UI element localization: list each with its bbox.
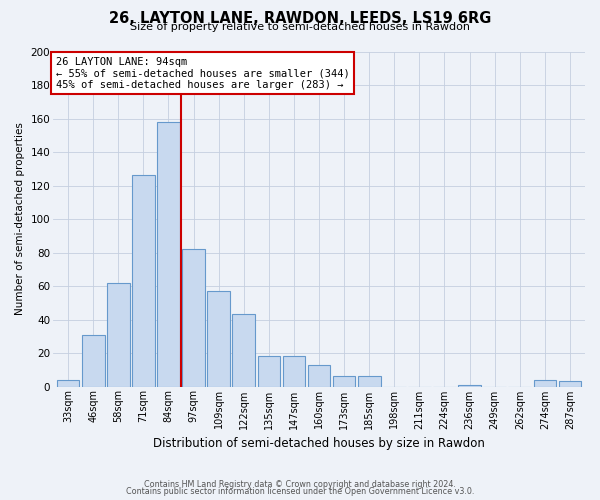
Bar	[257, 356, 280, 386]
Text: Contains public sector information licensed under the Open Government Licence v3: Contains public sector information licen…	[126, 487, 474, 496]
Bar	[358, 376, 380, 386]
Text: 26, LAYTON LANE, RAWDON, LEEDS, LS19 6RG: 26, LAYTON LANE, RAWDON, LEEDS, LS19 6RG	[109, 11, 491, 26]
Y-axis label: Number of semi-detached properties: Number of semi-detached properties	[15, 122, 25, 316]
Bar	[283, 356, 305, 386]
Bar	[232, 314, 255, 386]
Bar	[82, 334, 104, 386]
Bar	[157, 122, 180, 386]
Bar	[132, 176, 155, 386]
Bar	[107, 282, 130, 387]
Bar	[208, 291, 230, 386]
Bar	[333, 376, 355, 386]
Bar	[533, 380, 556, 386]
Text: Size of property relative to semi-detached houses in Rawdon: Size of property relative to semi-detach…	[130, 22, 470, 32]
Bar	[458, 385, 481, 386]
Bar	[57, 380, 79, 386]
Bar	[308, 364, 331, 386]
Text: Contains HM Land Registry data © Crown copyright and database right 2024.: Contains HM Land Registry data © Crown c…	[144, 480, 456, 489]
Bar	[182, 249, 205, 386]
Text: 26 LAYTON LANE: 94sqm
← 55% of semi-detached houses are smaller (344)
45% of sem: 26 LAYTON LANE: 94sqm ← 55% of semi-deta…	[56, 56, 349, 90]
Bar	[559, 382, 581, 386]
X-axis label: Distribution of semi-detached houses by size in Rawdon: Distribution of semi-detached houses by …	[153, 437, 485, 450]
